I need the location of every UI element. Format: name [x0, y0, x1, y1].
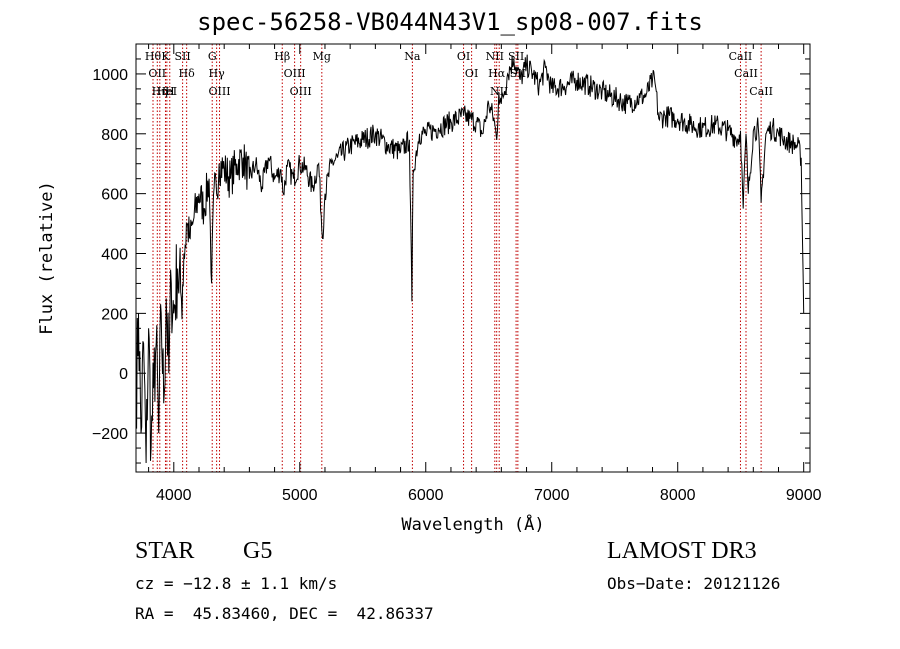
y-tick-label: 800: [101, 127, 128, 144]
line-marker-label: CaII: [734, 67, 758, 80]
line-marker-label: NII: [486, 50, 504, 63]
y-axis-label: Flux (relative): [37, 181, 57, 335]
line-marker-label: SII: [174, 50, 190, 63]
line-marker-label: OIII: [208, 85, 230, 98]
line-marker-label: Hη: [152, 85, 168, 98]
line-marker-label: Hα: [488, 67, 506, 80]
spectral-subclass: G5: [243, 538, 273, 564]
line-marker-label: Hθ: [145, 50, 162, 63]
line-marker-label: K: [161, 50, 170, 63]
object-class: STAR: [135, 538, 195, 564]
x-tick-label: 7000: [534, 487, 570, 504]
survey-label: LAMOST DR3: [607, 538, 757, 564]
line-marker-label: Hγ: [209, 67, 226, 80]
line-marker-label: OIII: [284, 67, 306, 80]
y-tick-label: 0: [119, 366, 128, 383]
x-tick-label: 8000: [660, 487, 696, 504]
line-marker-label: OI: [457, 50, 470, 63]
coords-line: RA = 45.83460, DEC = 42.86337: [135, 604, 434, 623]
line-marker-label: HeI: [157, 85, 177, 98]
plot-frame: [135, 43, 811, 473]
line-marker-label: OIII: [290, 85, 312, 98]
line-marker-label: Na: [404, 50, 421, 63]
x-tick-label: 5000: [282, 487, 318, 504]
line-marker-label: H: [165, 85, 175, 98]
x-tick-label: 9000: [786, 487, 822, 504]
obs-date-line: Obs−Date: 20121126: [607, 574, 781, 593]
x-tick-label: 6000: [408, 487, 444, 504]
y-tick-label: 600: [101, 187, 128, 204]
chart-title: spec-56258-VB044N43V1_sp08-007.fits: [197, 8, 703, 36]
spectrum-line: [136, 54, 805, 464]
line-marker-label: OI: [465, 67, 478, 80]
y-tick-label: 1000: [92, 67, 128, 84]
line-marker-label: CaII: [729, 50, 753, 63]
y-tick-label: 200: [101, 306, 128, 323]
redshift-line: cz = −12.8 ± 1.1 km/s: [135, 574, 338, 593]
x-tick-label: 4000: [156, 487, 192, 504]
line-marker-label: CaII: [749, 85, 773, 98]
line-marker-label: Mg: [313, 50, 331, 63]
line-marker-label: Hβ: [274, 50, 290, 63]
y-tick-label: −200: [92, 426, 128, 443]
line-marker-label: OII: [148, 67, 166, 80]
y-tick-label: 400: [101, 247, 128, 264]
line-marker-label: Hδ: [179, 67, 196, 80]
x-axis-label: Wavelength (Å): [401, 513, 544, 535]
line-marker-label: G: [208, 50, 217, 63]
line-marker-label: SII: [508, 50, 524, 63]
